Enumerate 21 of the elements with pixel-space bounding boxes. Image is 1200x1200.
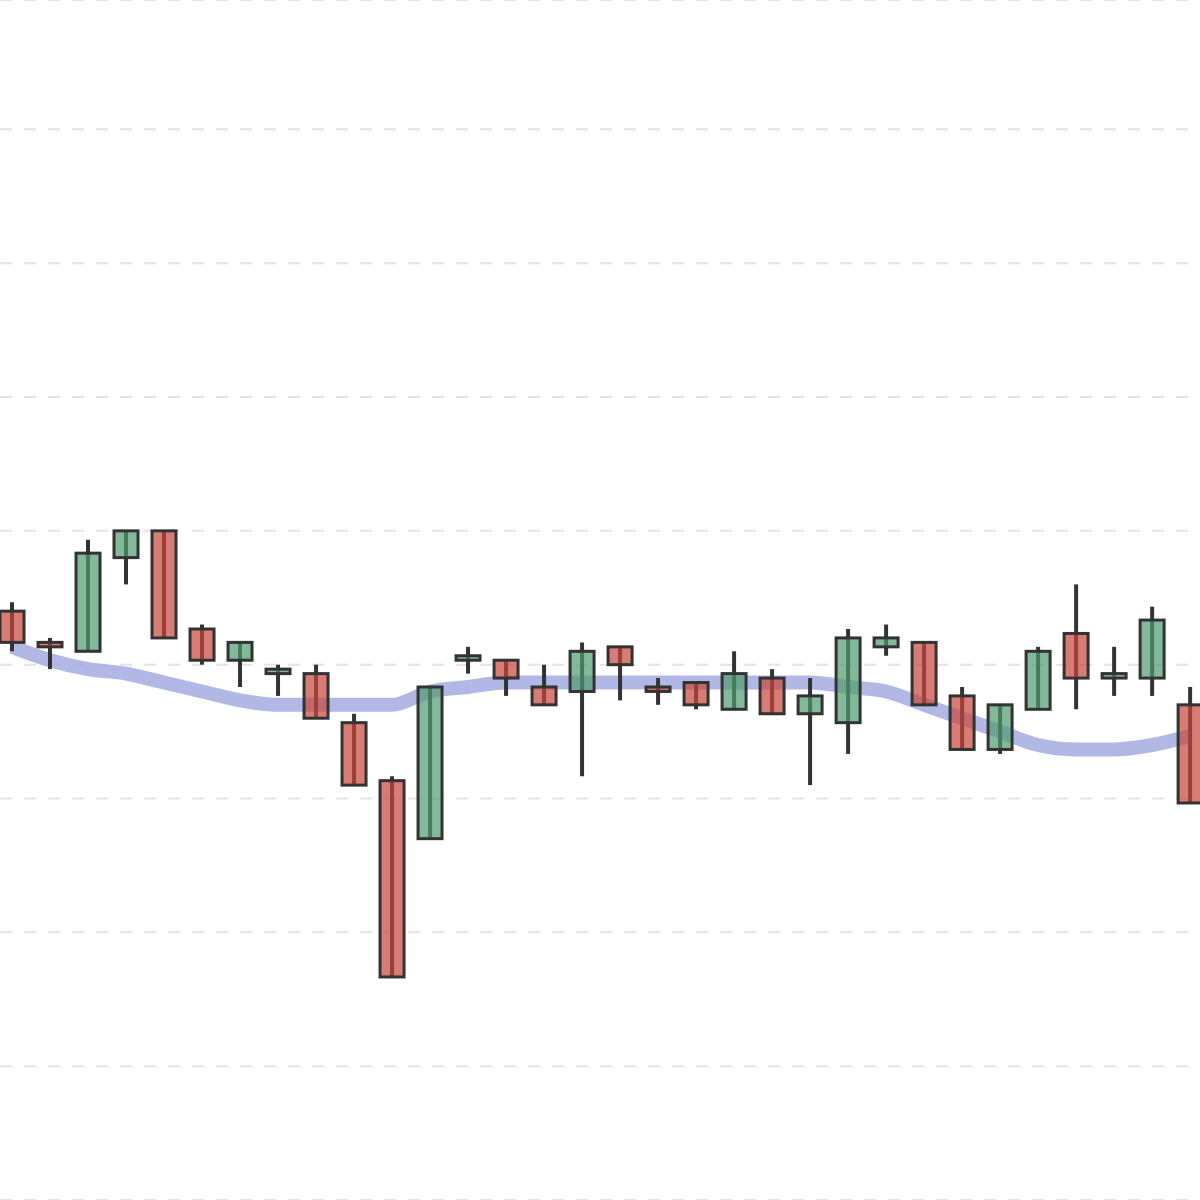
candlestick [530,662,558,707]
candlestick [36,635,64,672]
candlestick [0,600,26,654]
candlestick [720,649,748,712]
candlestick [226,640,254,689]
candlestick [986,702,1014,756]
candlestick [568,640,596,779]
candlestick [188,622,216,667]
candlestick [1100,644,1128,698]
candlestick [492,658,520,698]
candlestick [1062,582,1090,712]
candlestick [682,680,710,712]
candlestick [112,528,140,587]
candlestick [606,644,634,703]
candlestick [454,644,482,676]
candlestick [758,667,786,716]
candlestick [302,662,330,721]
candlestick [644,676,672,707]
candlestick [872,622,900,658]
candlestick [264,662,292,698]
candlestick [796,676,824,788]
